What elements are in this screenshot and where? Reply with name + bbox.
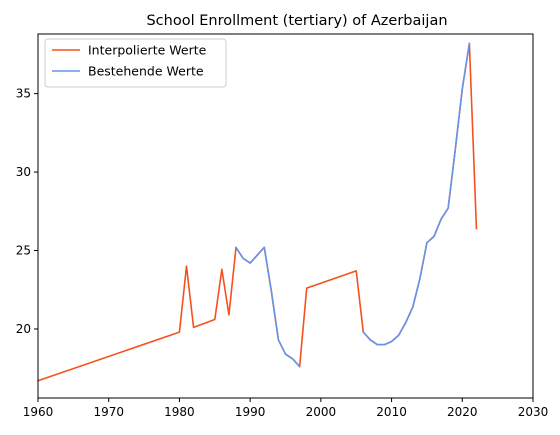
x-axis: 1960 1970 1980 1990 2000 2010 2020 2030 — [23, 398, 549, 419]
chart-title: School Enrollment (tertiary) of Azerbaij… — [146, 13, 447, 29]
x-tick-label: 1970 — [93, 405, 124, 419]
y-tick-label: 35 — [16, 87, 31, 101]
x-tick-label: 2010 — [376, 405, 407, 419]
x-tick-label: 2000 — [306, 405, 337, 419]
x-tick-label: 1990 — [235, 405, 266, 419]
x-tick-label: 1960 — [23, 405, 54, 419]
y-axis: 20 25 30 35 — [16, 87, 38, 336]
series-line-2 — [234, 42, 471, 368]
legend: Interpolierte Werte Bestehende Werte — [44, 38, 227, 88]
legend-label-2: Bestehende Werte — [88, 64, 204, 79]
legend-box — [44, 38, 227, 88]
legend-label-1: Interpolierte Werte — [88, 43, 207, 58]
y-tick-label: 30 — [16, 165, 31, 179]
y-tick-label: 20 — [16, 322, 31, 336]
series-line-1 — [36, 42, 478, 382]
x-tick-label: 2030 — [518, 405, 549, 419]
series-layer — [36, 42, 478, 382]
x-tick-label: 2020 — [447, 405, 478, 419]
x-tick-label: 1980 — [164, 405, 195, 419]
plot-frame — [37, 33, 534, 399]
y-tick-label: 25 — [16, 244, 31, 258]
